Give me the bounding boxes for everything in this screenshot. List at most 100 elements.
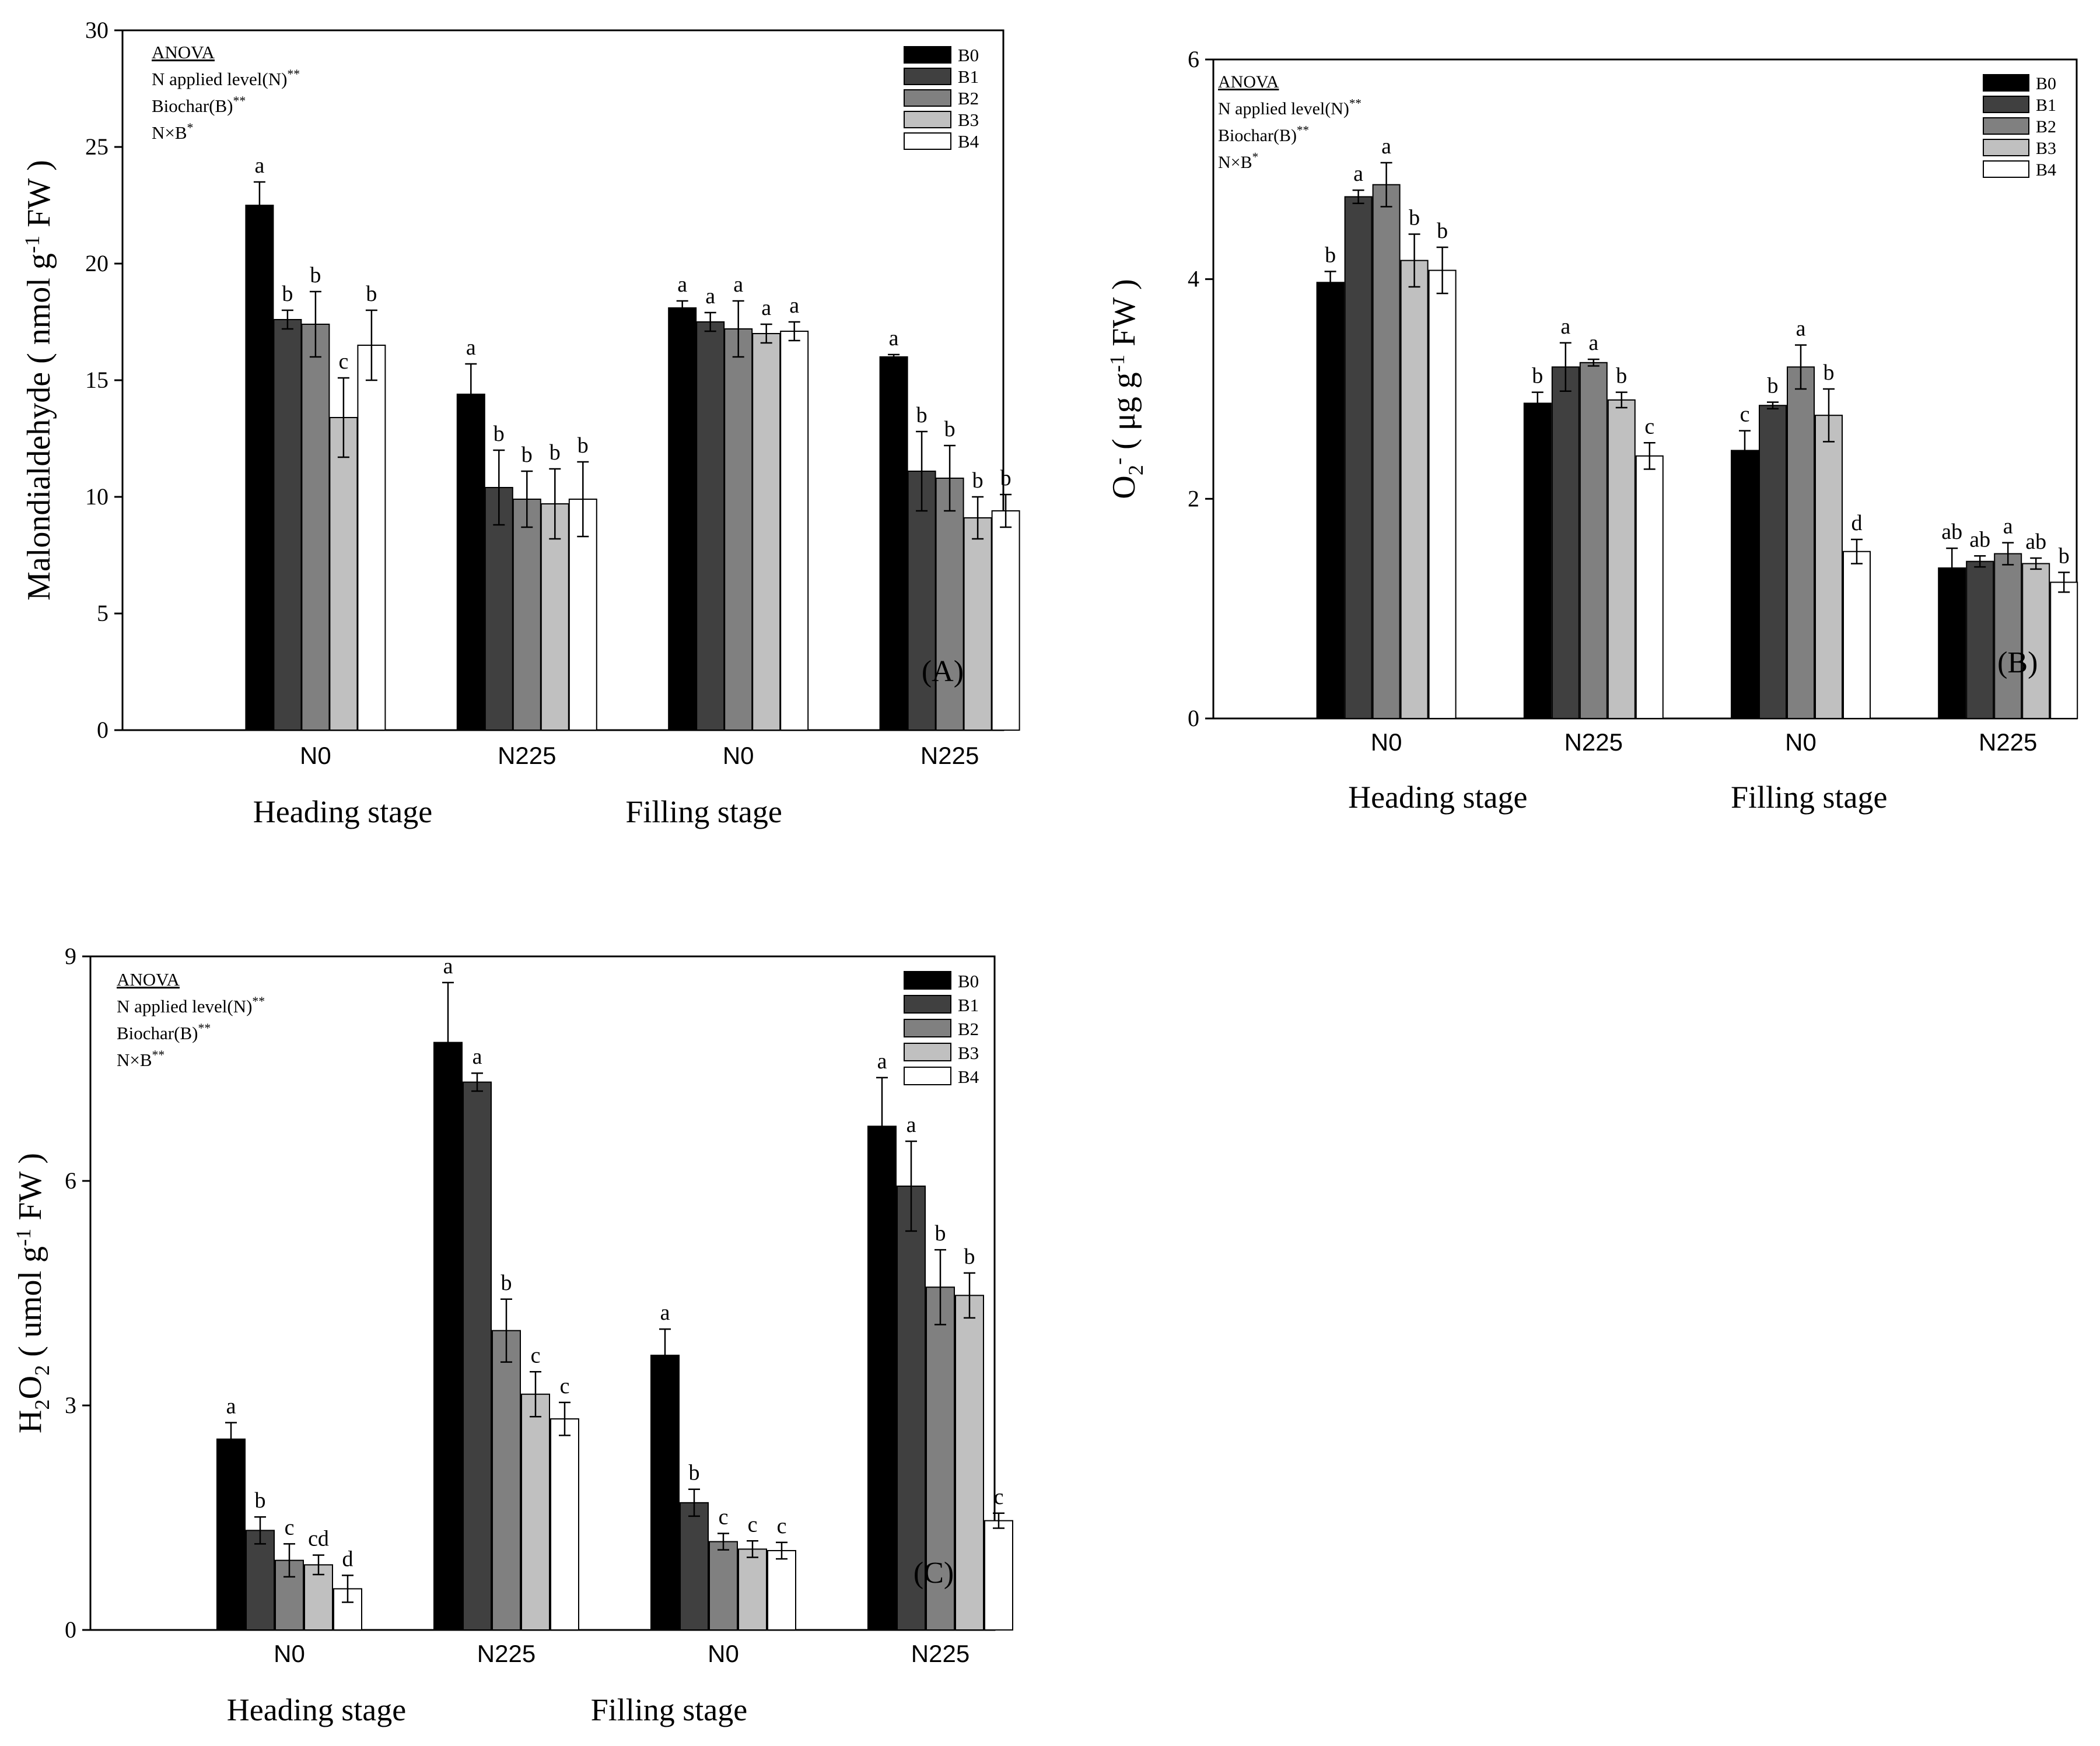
bar-b2-n225: [512, 499, 541, 731]
significance-letter: a: [2003, 514, 2013, 539]
error-bar: [676, 300, 688, 316]
legend-swatch-b2: [904, 89, 951, 107]
bar-b1-n225: [1551, 366, 1580, 719]
error-bar: [342, 1575, 354, 1603]
legend-label-b4: B4: [958, 131, 979, 152]
error-bar: [284, 1543, 295, 1578]
legend-swatch-b0: [904, 46, 951, 64]
error-bar: [225, 1422, 237, 1457]
error-bar: [760, 323, 772, 344]
bar-b4-n225: [991, 510, 1020, 731]
bar-b0-n225: [1938, 567, 1966, 719]
error-bar: [1000, 493, 1012, 528]
error-bar: [2030, 557, 2042, 570]
y-tick-label: 0: [65, 1617, 76, 1643]
bar-b0-n0: [668, 307, 697, 731]
anova-title: ANOVA: [1218, 72, 1279, 92]
significance-letter: b: [964, 1244, 975, 1269]
significance-letter: b: [1000, 466, 1012, 490]
error-bar: [688, 1488, 700, 1517]
x-category-label: N0: [274, 1640, 305, 1667]
bar-b2-n0: [1372, 184, 1401, 719]
error-bar: [964, 1272, 975, 1319]
error-bar: [309, 290, 321, 358]
panel-label: (A): [922, 655, 964, 688]
legend-swatch-b4: [904, 132, 951, 150]
significance-letter: a: [226, 1394, 236, 1419]
legend-label-b0: B0: [958, 45, 979, 65]
bar-b3-n0: [329, 417, 358, 731]
error-bar: [905, 1140, 917, 1232]
bar-b4-n0: [1843, 551, 1871, 719]
significance-letter: cd: [308, 1527, 329, 1551]
bar-b3-n225: [521, 1393, 550, 1631]
bar-b3-n225: [1607, 399, 1636, 719]
legend-label-b2: B2: [958, 88, 979, 108]
error-bar: [365, 309, 377, 381]
legend-swatch-b2: [904, 1019, 951, 1037]
significance-letter: a: [1588, 331, 1598, 355]
error-bar: [718, 1533, 729, 1551]
significance-letter: c: [285, 1515, 295, 1540]
error-bar: [465, 363, 477, 426]
bar-b2-n0: [709, 1541, 738, 1631]
x-category-label: N225: [477, 1640, 536, 1667]
legend-swatch-b0: [904, 971, 951, 990]
error-bar: [2058, 572, 2070, 593]
panel-label: (B): [1997, 646, 2038, 679]
significance-letter: a: [1560, 314, 1570, 339]
error-bar: [916, 430, 928, 512]
error-bar: [1767, 401, 1779, 410]
significance-letter: c: [719, 1505, 729, 1529]
y-axis-label: Malondialdehyde ( nmol g-1 FW ): [20, 160, 57, 601]
error-bar: [1974, 555, 1986, 568]
significance-letter: c: [1740, 402, 1750, 427]
error-bar: [2002, 542, 2014, 566]
error-bar: [253, 181, 265, 230]
bar-b2-n225: [1994, 553, 2022, 719]
legend-swatch-b1: [904, 995, 951, 1014]
error-bar: [442, 981, 454, 1103]
error-bar: [313, 1554, 324, 1576]
error-bar: [1324, 271, 1336, 294]
significance-letter: a: [889, 326, 899, 350]
error-bar: [1408, 233, 1420, 288]
significance-letter: d: [1852, 511, 1863, 535]
legend-label-b1: B1: [958, 66, 979, 87]
significance-letter: a: [705, 284, 715, 308]
y-tick-label: 10: [85, 483, 108, 510]
anova-title: ANOVA: [152, 42, 215, 62]
significance-letter: d: [342, 1547, 354, 1571]
error-bar: [1615, 391, 1628, 409]
error-bar: [1531, 391, 1544, 415]
significance-letter: b: [1325, 243, 1336, 267]
bar-b2-n0: [275, 1559, 304, 1631]
significance-letter: b: [578, 433, 589, 458]
error-bar: [1380, 162, 1392, 208]
anova-line: Biochar(B)**: [152, 94, 246, 116]
bar-b1-n225: [907, 471, 936, 731]
bar-b0-n0: [1316, 282, 1345, 720]
x-category-label: N0: [300, 742, 331, 769]
legend-label-b0: B0: [2036, 74, 2056, 93]
bar-b2-n225: [935, 478, 964, 731]
error-bar: [788, 321, 800, 342]
stage-label: Filling stage: [1731, 780, 1888, 815]
anova-line: N applied level(N)**: [117, 994, 265, 1016]
y-tick-label: 25: [85, 134, 108, 160]
error-bar: [549, 468, 561, 540]
bar-b0-n0: [650, 1355, 680, 1631]
legend-label-b2: B2: [2036, 117, 2056, 136]
significance-letter: c: [748, 1512, 758, 1537]
significance-letter: a: [1796, 317, 1806, 341]
stage-label: Filling stage: [591, 1692, 748, 1727]
bar-b1-n0: [1344, 196, 1373, 719]
legend-swatch-b2: [1983, 117, 2029, 135]
bar-b2-n0: [301, 324, 330, 731]
significance-letter: b: [550, 440, 561, 465]
error-bar: [704, 311, 716, 332]
error-bar: [1823, 388, 1835, 443]
y-tick-label: 2: [1188, 485, 1199, 511]
bar-b3-n0: [304, 1564, 333, 1631]
